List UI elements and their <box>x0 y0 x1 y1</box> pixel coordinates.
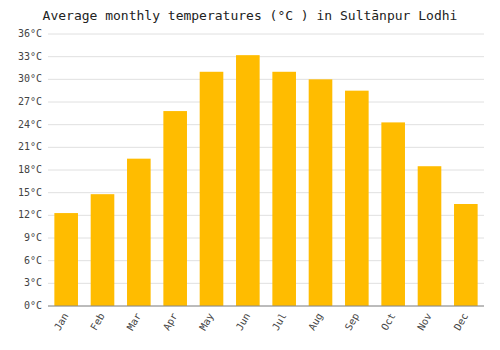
bar <box>272 72 296 306</box>
title: Average monthly temperatures (°C ) in Su… <box>43 8 458 23</box>
bar <box>381 122 405 306</box>
bar <box>91 194 115 306</box>
x-tick-label: Feb <box>88 311 107 332</box>
bar <box>127 159 151 306</box>
bar <box>309 79 333 306</box>
x-tick-label: Aug <box>306 311 325 332</box>
bar <box>54 213 78 306</box>
y-tick-label: 27°C <box>18 96 42 107</box>
x-tick-label: May <box>197 311 216 332</box>
chart-container: 0°C 3°C 6°C 9°C 12°C 15°C 18°C 21°C 24°C 27°C 30°C… <box>0 0 500 350</box>
chart-svg: 0°C 3°C 6°C 9°C 12°C 15°C 18°C 21°C 24°C 27°C 30°C… <box>0 0 500 350</box>
y-tick-label: 18°C <box>18 164 42 175</box>
x-tick-label: Dec <box>452 311 471 332</box>
bars <box>54 55 477 306</box>
x-tick-label: Nov <box>415 311 434 332</box>
grid-line <box>48 56 484 57</box>
y-tick-label: 24°C <box>18 119 42 130</box>
y-tick-label: 12°C <box>18 209 42 220</box>
bar <box>418 166 442 306</box>
x-tick-label: Oct <box>379 311 398 332</box>
grid-line <box>48 147 484 148</box>
x-tick-label: Apr <box>161 311 180 332</box>
y-tick-label: 21°C <box>18 141 42 152</box>
y-tick-label: 9°C <box>24 232 42 243</box>
y-tick-label: 33°C <box>18 51 42 62</box>
y-tick-label: 0°C <box>24 300 42 311</box>
grid-line <box>48 306 484 307</box>
x-tick-label: Mar <box>125 311 144 332</box>
grid-line <box>48 79 484 80</box>
y-tick-label: 3°C <box>24 277 42 288</box>
grid <box>48 34 484 306</box>
bar <box>200 72 224 306</box>
y-tick-label: 30°C <box>18 73 42 84</box>
bar <box>345 91 369 306</box>
y-tick-label: 15°C <box>18 187 42 198</box>
x-tick-label: Jun <box>234 311 253 332</box>
bar <box>163 111 187 306</box>
bar <box>454 204 478 306</box>
grid-line <box>48 34 484 35</box>
grid-line <box>48 124 484 125</box>
y-tick-label: 36°C <box>18 28 42 39</box>
grid-line <box>48 102 484 103</box>
x-axis-line <box>48 306 484 307</box>
x-tick-label: Sep <box>343 311 362 332</box>
x-tick-label: Jul <box>270 311 289 332</box>
bar <box>236 55 260 306</box>
y-tick-label: 6°C <box>24 255 42 266</box>
x-tick-label: Jan <box>52 311 71 332</box>
